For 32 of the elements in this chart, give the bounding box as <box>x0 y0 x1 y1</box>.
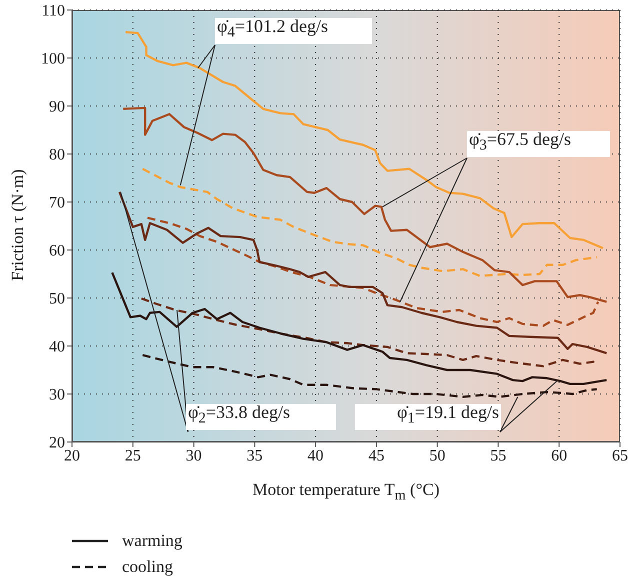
annotation: φ̇$_{2}$=33.8 deg/s <box>187 401 292 429</box>
line-series <box>118 190 608 354</box>
annotation: φ̇$_{1}$=19.1 deg/s <box>396 401 500 429</box>
x-tick-label: 40 <box>308 447 324 464</box>
line-series <box>142 168 598 278</box>
y-tick-label: 90 <box>49 98 65 116</box>
x-axis-title: Motor temperature T$_{m}$ (°C) <box>252 480 440 504</box>
y-tick-label: 30 <box>49 386 65 404</box>
y-tick-label: 50 <box>49 290 65 308</box>
line-series <box>142 354 598 398</box>
annotation: φ̇$_{4}$=101.2 deg/s <box>216 15 330 43</box>
x-tick-label: 30 <box>186 447 202 464</box>
y-tick-label: 110 <box>42 2 65 20</box>
x-tick-label: 45 <box>368 447 384 464</box>
y-tick-label: 60 <box>49 242 65 260</box>
x-tick-label: 50 <box>429 447 446 464</box>
y-tick-label: 20 <box>49 434 65 452</box>
x-tick-label: 55 <box>490 447 506 464</box>
line-series <box>111 271 608 386</box>
y-tick-label: 80 <box>49 146 65 164</box>
y-tick-label: 100 <box>41 50 65 68</box>
x-tick-label: 35 <box>246 447 263 464</box>
text: cooling <box>122 557 173 577</box>
x-tick-label: 65 <box>612 447 628 464</box>
x-tick-label: 60 <box>551 447 568 464</box>
annotation: φ̇$_{3}$=67.5 deg/s <box>468 128 572 156</box>
x-tick-label: 20 <box>64 447 80 464</box>
y-tick-label: 70 <box>49 194 65 212</box>
text: warming <box>122 531 182 551</box>
y-tick-label: 40 <box>49 338 65 356</box>
y-axis-title: Friction τ (N·m) <box>8 168 28 283</box>
x-tick-label: 25 <box>124 447 141 464</box>
